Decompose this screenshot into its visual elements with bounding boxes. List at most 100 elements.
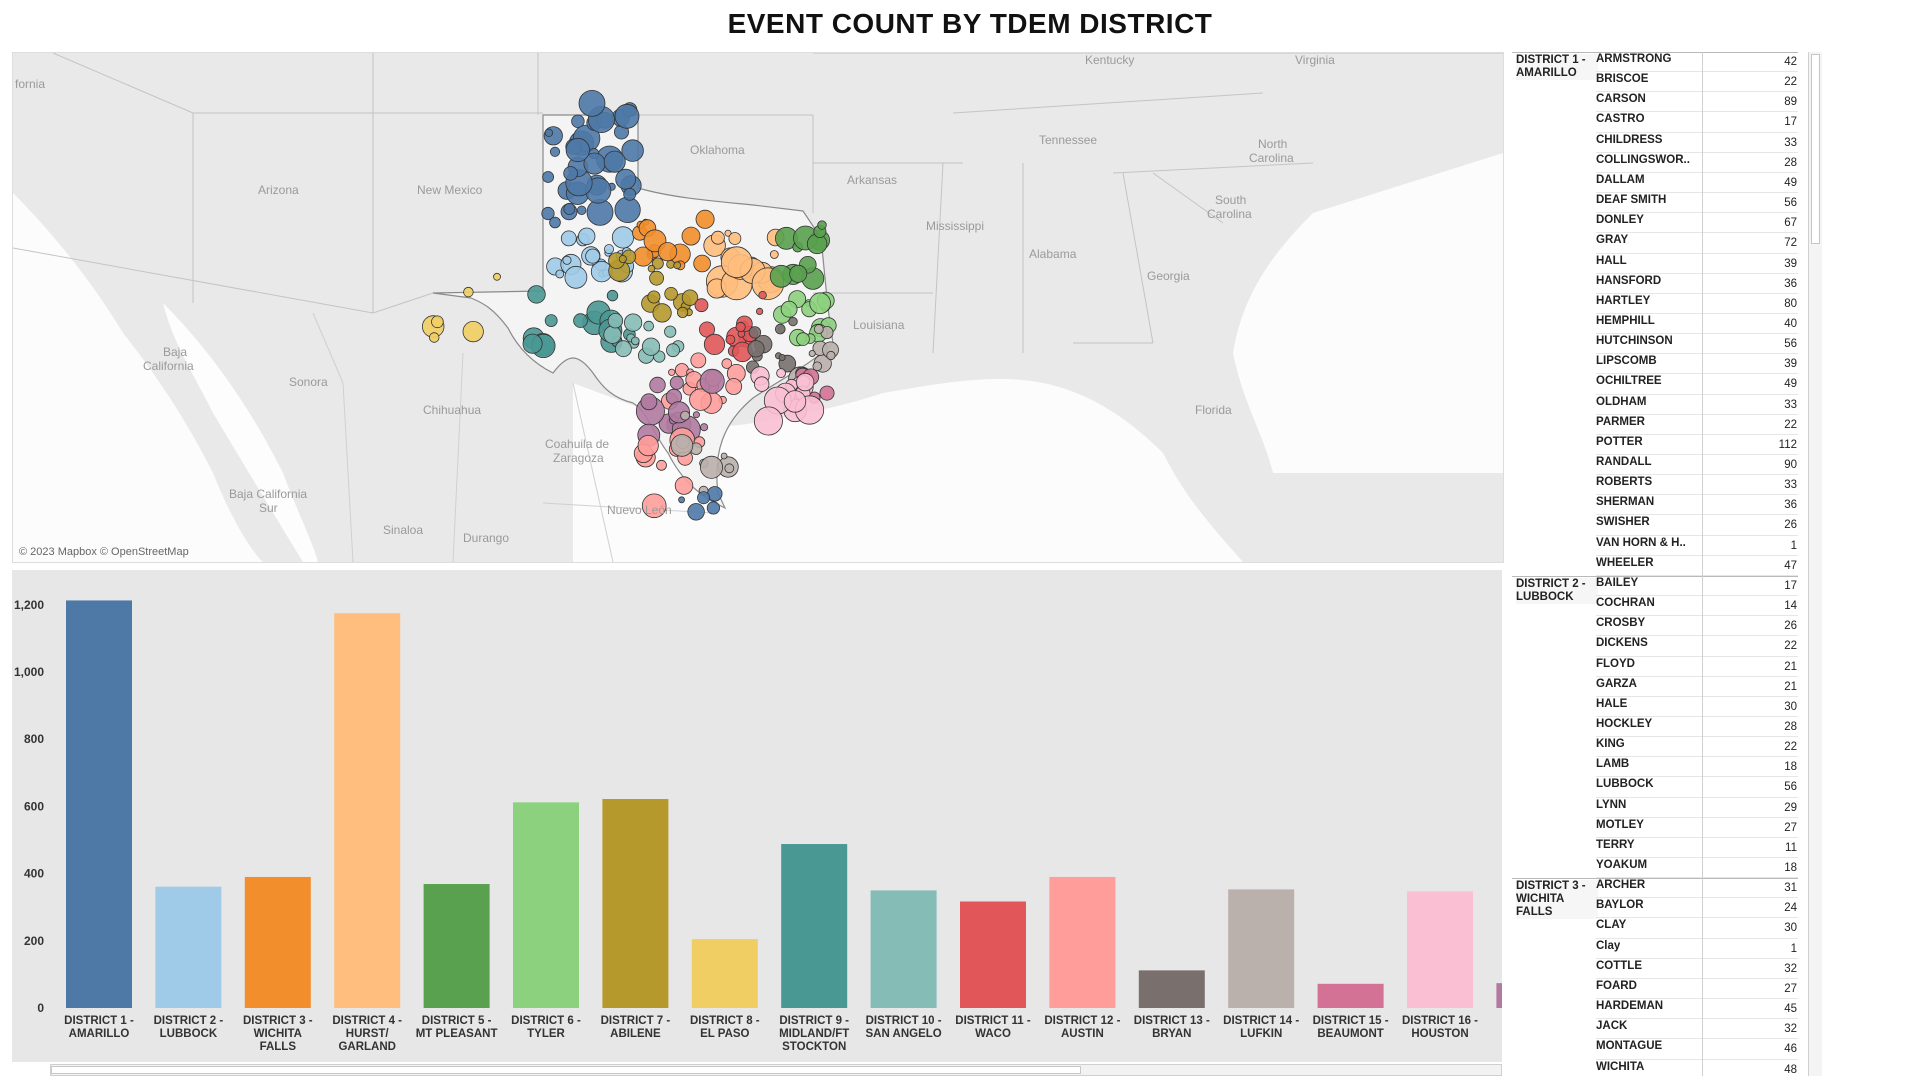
county-bubble[interactable] [826, 350, 836, 361]
county-bubble[interactable] [611, 226, 635, 249]
bar-11[interactable] [960, 901, 1026, 1008]
county-bubble[interactable] [560, 230, 577, 247]
county-bubble[interactable] [571, 114, 585, 129]
county-bubble[interactable] [603, 325, 622, 344]
county-bubble[interactable] [697, 491, 711, 505]
county-bubble[interactable] [748, 326, 762, 339]
county-bubble[interactable] [463, 286, 474, 298]
county-bubble[interactable] [670, 434, 694, 457]
bar-14[interactable] [1228, 889, 1295, 1008]
county-bubble[interactable] [641, 337, 661, 356]
county-bubble[interactable] [664, 325, 677, 338]
county-bubble[interactable] [637, 434, 659, 457]
county-bubble[interactable] [674, 476, 694, 495]
county-bubble[interactable] [522, 333, 543, 354]
county-bubble[interactable] [664, 287, 678, 301]
county-bubble[interactable] [563, 166, 578, 181]
county-bubble[interactable] [676, 306, 689, 318]
county-bubble[interactable] [769, 264, 793, 288]
county-bubble[interactable] [544, 128, 554, 137]
county-bubble[interactable] [562, 255, 572, 265]
county-bubble[interactable] [666, 343, 680, 358]
county-bubble[interactable] [819, 385, 835, 401]
county-bubble[interactable] [720, 246, 753, 279]
county-bubble[interactable] [527, 285, 546, 304]
bar-8[interactable] [691, 939, 758, 1008]
county-bubble[interactable] [544, 314, 558, 328]
map-view[interactable]: fornia Arizona New Mexico Oklahoma Arkan… [12, 52, 1504, 563]
county-bubble[interactable] [604, 244, 615, 255]
county-bubble[interactable] [725, 378, 743, 395]
county-bubble[interactable] [809, 292, 831, 315]
county-bubble[interactable] [728, 232, 742, 245]
county-bubble[interactable] [674, 363, 689, 378]
county-bubble[interactable] [578, 90, 606, 117]
county-bubble[interactable] [493, 272, 501, 281]
horizontal-scrollbar-thumb[interactable] [51, 1066, 1081, 1074]
county-bubble[interactable] [678, 496, 685, 504]
bar-6[interactable] [513, 802, 579, 1008]
county-bubble[interactable] [643, 320, 654, 332]
bar-1[interactable] [66, 600, 132, 1008]
county-bubble[interactable] [614, 196, 641, 223]
county-bubble[interactable] [788, 316, 798, 327]
county-bubble[interactable] [758, 290, 767, 300]
county-bubble[interactable] [649, 376, 666, 394]
vertical-scrollbar[interactable] [1808, 52, 1822, 1076]
county-bubble[interactable] [681, 226, 701, 246]
vertical-scrollbar-thumb[interactable] [1811, 54, 1820, 244]
county-bubble[interactable] [462, 320, 484, 343]
county-bubble[interactable] [735, 321, 746, 333]
county-bubble[interactable] [657, 242, 678, 262]
county-bubble[interactable] [812, 361, 823, 372]
county-bubble[interactable] [578, 227, 596, 246]
county-bubble[interactable] [541, 206, 555, 221]
county-bubble[interactable] [615, 340, 632, 358]
bar-9[interactable] [781, 844, 848, 1008]
county-bubble[interactable] [429, 332, 440, 343]
county-bubble[interactable] [640, 393, 658, 411]
county-bubble[interactable] [603, 150, 626, 173]
county-bubble[interactable] [725, 334, 736, 345]
county-bubble[interactable] [693, 254, 711, 273]
county-bubble[interactable] [656, 459, 667, 471]
bar-16[interactable] [1407, 891, 1473, 1008]
county-bubble[interactable] [724, 229, 732, 237]
bar-17[interactable] [1496, 983, 1502, 1008]
county-bubble[interactable] [776, 368, 786, 379]
county-bubble[interactable] [573, 313, 588, 328]
county-bubble[interactable] [641, 493, 667, 519]
county-bubble[interactable] [694, 298, 709, 313]
county-bubble[interactable] [585, 248, 601, 264]
county-bubble[interactable] [753, 406, 783, 436]
county-bubble[interactable] [647, 264, 656, 273]
county-bubble[interactable] [623, 187, 637, 201]
county-bubble[interactable] [668, 368, 676, 376]
county-bubble[interactable] [695, 209, 715, 229]
county-bubble[interactable] [607, 313, 624, 329]
county-bubble[interactable] [721, 358, 733, 369]
county-bubble[interactable] [542, 171, 554, 183]
county-bubble[interactable] [795, 372, 815, 392]
bar-10[interactable] [870, 890, 937, 1008]
county-bubble[interactable] [673, 261, 682, 270]
bar-4[interactable] [334, 613, 401, 1008]
county-bubble[interactable] [621, 139, 644, 162]
bar-2[interactable] [155, 886, 222, 1008]
bar-12[interactable] [1049, 876, 1116, 1008]
county-bubble[interactable] [692, 411, 700, 419]
county-bubble[interactable] [651, 257, 664, 270]
county-bubble[interactable] [681, 289, 699, 306]
bar-15[interactable] [1317, 983, 1384, 1008]
county-bubble[interactable] [669, 375, 684, 390]
county-bubble[interactable] [549, 216, 561, 229]
map-canvas[interactable] [13, 53, 1503, 562]
county-bubble[interactable] [747, 340, 765, 358]
county-bubble[interactable] [796, 332, 810, 346]
county-bubble[interactable] [577, 205, 587, 216]
county-bubble[interactable] [778, 353, 786, 361]
county-bubble[interactable] [687, 503, 705, 521]
county-bubble[interactable] [689, 388, 712, 411]
county-bubble[interactable] [623, 313, 643, 332]
county-bubble[interactable] [563, 202, 576, 215]
